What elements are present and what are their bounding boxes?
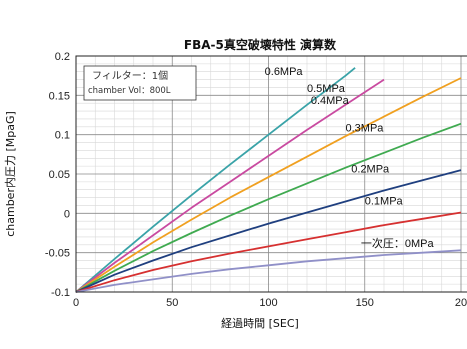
series-line-5 bbox=[75, 211, 462, 293]
x-tick-label: 0 bbox=[73, 297, 79, 309]
chart-title: FBA-5真空破壊特性 演算数 bbox=[184, 37, 337, 52]
legend-filter-text: フィルター：1個 bbox=[92, 69, 168, 82]
series-line-4 bbox=[75, 169, 462, 293]
series-label-3: 0.3MPa bbox=[346, 123, 385, 135]
series-line-6 bbox=[75, 249, 462, 293]
series-line-0 bbox=[75, 67, 356, 293]
y-tick-label: 0.05 bbox=[49, 169, 70, 181]
x-tick-label: 100 bbox=[259, 297, 277, 309]
series-label-6: 一次圧：0MPa bbox=[361, 236, 435, 250]
y-tick-label: -0.05 bbox=[45, 248, 70, 260]
series-label-5: 0.1MPa bbox=[365, 196, 404, 208]
y-tick-label: 0.1 bbox=[55, 130, 70, 142]
x-tick-label: 150 bbox=[356, 297, 374, 309]
y-axis-label: chamber内圧力 [MpaG] bbox=[3, 111, 17, 237]
series-label-1: 0.5MPa bbox=[307, 83, 346, 95]
legend-frame bbox=[83, 65, 197, 101]
series-label-4: 0.2MPa bbox=[351, 163, 390, 175]
tick-labels: 0 50 100 150 20 -0.1 -0.05 0 0.05 0.1 0.15 0.2 bbox=[45, 51, 467, 309]
series-label-2: 0.4MPa bbox=[311, 95, 350, 107]
legend-volume-text: chamber Vol：800L bbox=[88, 86, 171, 96]
grid bbox=[76, 56, 467, 292]
y-tick-label: 0 bbox=[64, 208, 70, 220]
series-line-1 bbox=[75, 78, 385, 293]
series-line-2 bbox=[75, 77, 462, 293]
y-tick-label: 0.2 bbox=[55, 51, 70, 63]
x-tick-label: 20 bbox=[455, 297, 467, 309]
plot-frame bbox=[75, 55, 467, 293]
x-axis-label: 経過時間 [SEC] bbox=[221, 317, 299, 330]
y-tick-label: 0.15 bbox=[49, 90, 70, 102]
y-tick-label: -0.1 bbox=[51, 287, 70, 299]
series-label-0: 0.6MPa bbox=[265, 66, 304, 78]
legend-box: フィルター：1個 chamber Vol：800L bbox=[83, 65, 197, 101]
series-group bbox=[75, 67, 462, 293]
series-line-3 bbox=[75, 122, 462, 293]
x-tick-label: 50 bbox=[166, 297, 178, 309]
